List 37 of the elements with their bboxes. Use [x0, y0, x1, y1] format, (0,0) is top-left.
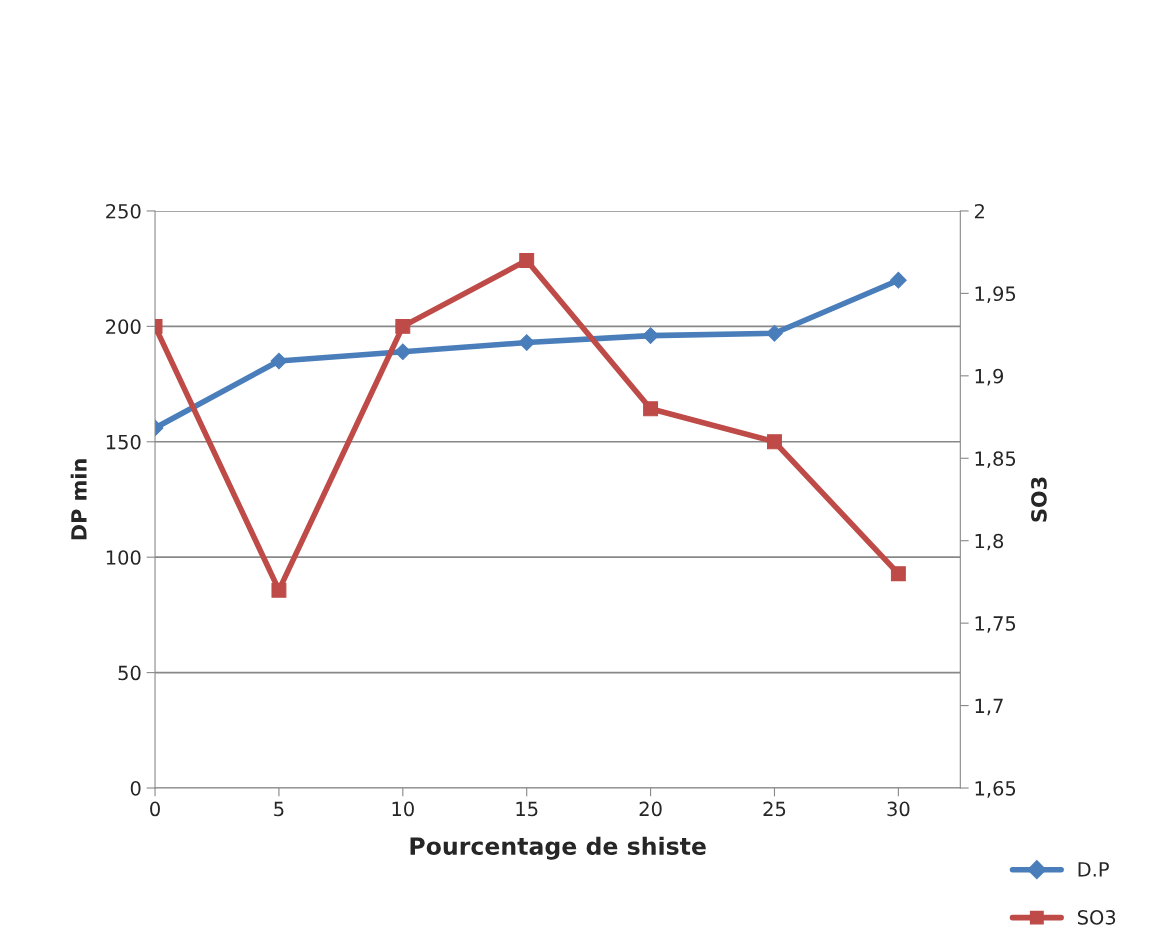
y-tick-label: 100 — [106, 550, 141, 565]
point — [395, 318, 411, 334]
x-axis-title: Pourcentage de shiste — [410, 836, 706, 860]
y2-tick-label: 2 — [974, 203, 984, 219]
legend-label: SO3 — [1077, 910, 1116, 925]
y2-axis-title: SO3 — [1031, 477, 1047, 522]
y2-tick-label: 1,8 — [975, 533, 1004, 551]
point — [643, 401, 659, 417]
x-tick-label: 30 — [887, 801, 910, 817]
y2-tick-label: 1,85 — [975, 451, 1016, 468]
x-tick-label: 25 — [763, 801, 786, 817]
point — [270, 352, 288, 370]
y-tick-label: 150 — [106, 434, 141, 450]
point — [766, 324, 783, 342]
legend-label: D.P — [1078, 862, 1109, 877]
y-tick-label: 200 — [106, 319, 141, 335]
y2-tick-label: 1,9 — [975, 368, 1004, 386]
x-tick-label: 0 — [150, 801, 160, 817]
point — [642, 327, 659, 344]
y-tick-label: 250 — [106, 203, 141, 219]
y-axis-title: DP min — [70, 459, 87, 540]
point — [271, 582, 287, 598]
point — [518, 334, 536, 351]
point — [890, 566, 906, 582]
y2-tick-label: 1,95 — [975, 286, 1016, 304]
point — [519, 252, 535, 268]
x-tick-label: 20 — [639, 801, 662, 817]
point — [767, 434, 782, 450]
x-tick-label: 10 — [392, 801, 414, 817]
y2-tick-label: 1,7 — [975, 698, 1003, 716]
y-tick-label: 50 — [118, 665, 141, 681]
y-tick-label: 0 — [130, 780, 141, 796]
point — [889, 271, 907, 289]
y2-tick-label: 1,75 — [975, 616, 1016, 633]
y2-tick-label: 1,65 — [975, 780, 1016, 798]
x-tick-label: 5 — [274, 801, 284, 817]
x-tick-label: 15 — [516, 801, 538, 817]
